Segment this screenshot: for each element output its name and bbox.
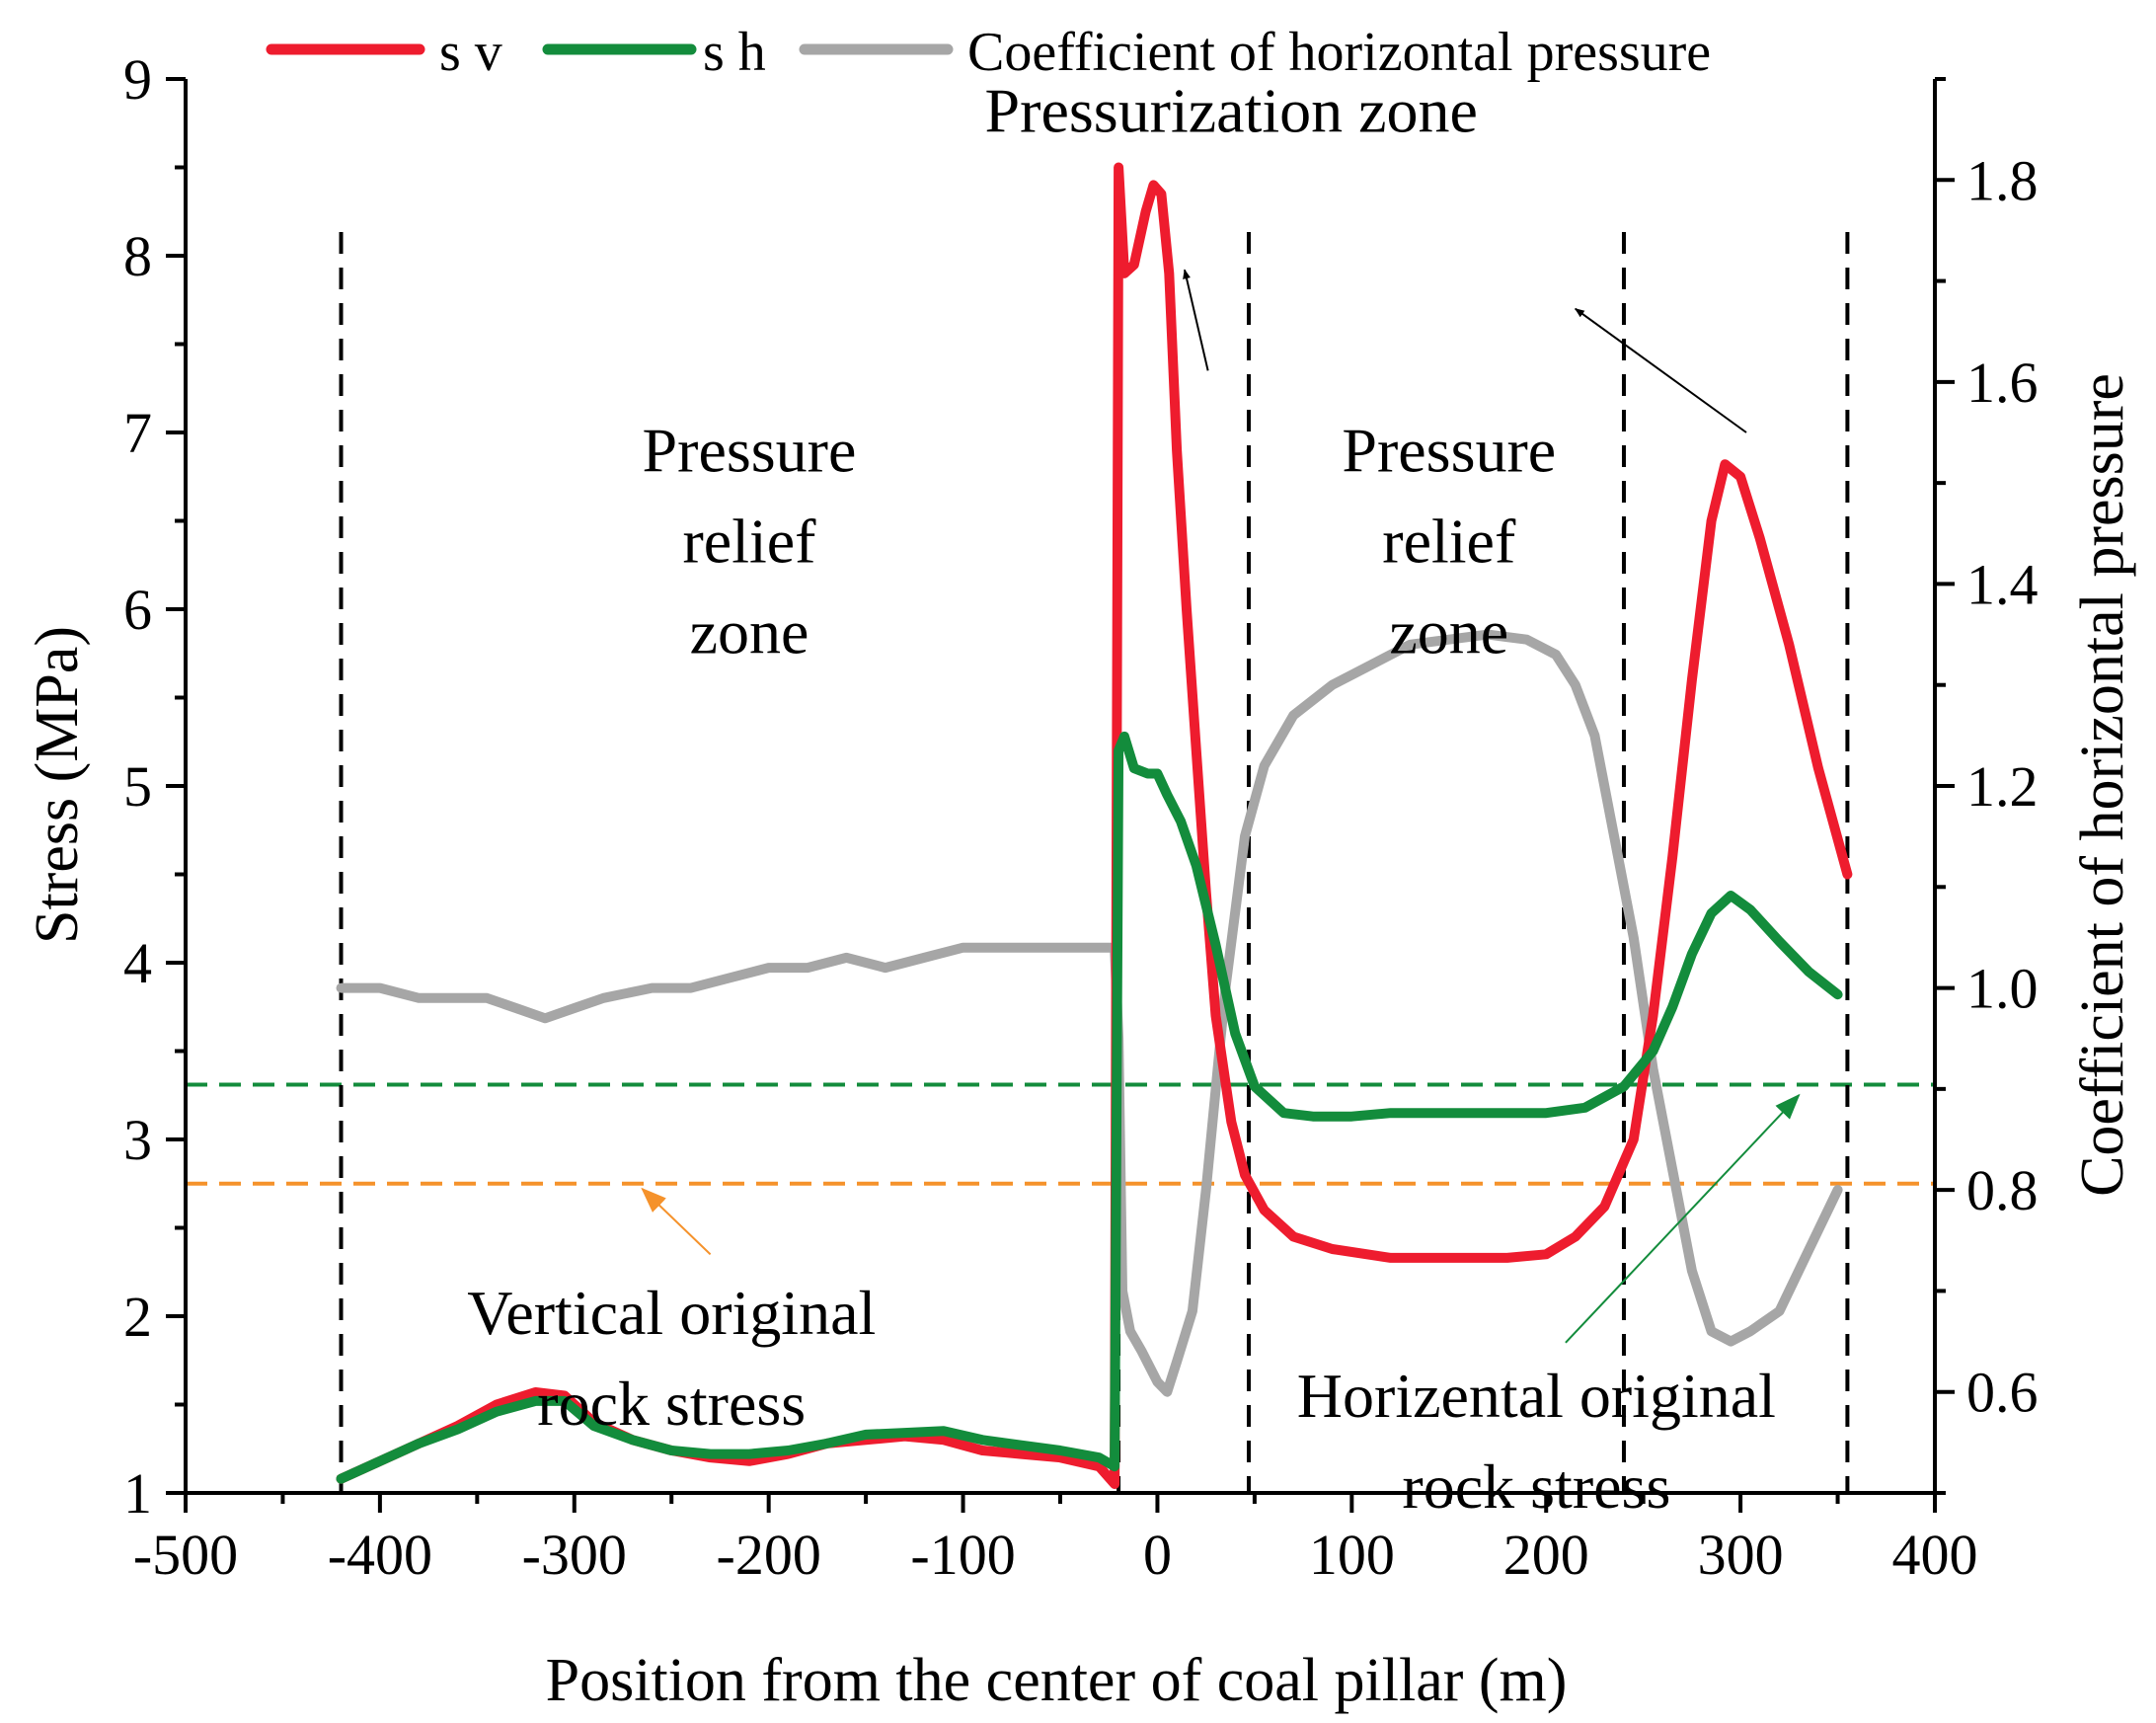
legend-label-sh: s h	[703, 22, 766, 83]
y2-tick-label: 0.8	[1966, 1158, 2039, 1222]
y-tick-label: 1	[123, 1461, 152, 1526]
y2-tick-label: 1.8	[1966, 148, 2039, 212]
y2-tick-label: 0.6	[1966, 1361, 2039, 1425]
annotation-line: Pressure	[643, 415, 857, 485]
y-tick-label: 8	[123, 224, 152, 288]
annotation-line: Pressure	[1342, 415, 1556, 485]
annotation-horizontal-original-rock-stress: Horizental original rock stress	[1297, 1361, 1776, 1522]
annotation-vertical-original-rock-stress: Vertical original rock stress	[467, 1278, 876, 1439]
x-tick-label: 0	[1143, 1523, 1172, 1587]
x-tick-label: 100	[1309, 1523, 1395, 1587]
y2-tick-label: 1.6	[1966, 351, 2039, 415]
annotation-pressure-relief-right: Pressure relief zone	[1342, 415, 1556, 666]
annotation-line: Horizental original	[1297, 1361, 1776, 1431]
y2-axis-title: Coefficient of horizontal pressure	[2069, 373, 2136, 1197]
x-tick-label: -100	[910, 1523, 1015, 1587]
x-tick-label: -200	[717, 1523, 821, 1587]
y-tick-label: 4	[123, 931, 152, 995]
annotation-arrow	[1183, 269, 1209, 371]
y-tick-label: 7	[123, 401, 152, 465]
legend: s v s h Coefficient of horizontal pressu…	[266, 22, 1711, 83]
series-lines	[336, 162, 1853, 1489]
annotation-line: zone	[1389, 596, 1508, 666]
x-tick-label: -300	[522, 1523, 627, 1587]
annotations: PressurereliefzonePressurereliefzonePres…	[467, 76, 1776, 1522]
y2-tick-label: 1.4	[1966, 552, 2039, 616]
annotation-line: rock stress	[1402, 1451, 1670, 1522]
x-tick-label: 300	[1698, 1523, 1784, 1587]
y-tick-label: 5	[123, 754, 152, 819]
annotation-pressure-relief-left: Pressure relief zone	[643, 415, 857, 666]
series-line-sh	[336, 731, 1843, 1484]
y2-tick-label: 1.0	[1966, 957, 2039, 1021]
annotation-pressurization-zone: Pressurization zone	[985, 76, 1478, 146]
annotation-line: relief	[1382, 506, 1516, 576]
y-axis-title: Stress (MPa)	[24, 626, 91, 944]
series-line-coefficient	[336, 629, 1843, 1397]
annotation-line: Vertical original	[467, 1278, 876, 1348]
x-tick-label: -500	[133, 1523, 238, 1587]
legend-label-coefficient: Coefficient of horizontal pressure	[967, 22, 1711, 83]
x-axis-title: Position from the center of coal pillar …	[546, 1647, 1568, 1714]
annotation-arrow	[1574, 307, 1747, 433]
annotation-line: zone	[690, 596, 809, 666]
legend-label-sv: s v	[439, 22, 502, 83]
x-tick-label: 400	[1892, 1523, 1978, 1587]
annotation-line: relief	[682, 506, 816, 576]
axes: -500 -400 -300 -200 -100 0 100 200 300 400 1 2 3 4 5 6 7…	[123, 47, 2039, 1587]
y-tick-label: 3	[123, 1108, 152, 1172]
y-tick-label: 9	[123, 47, 152, 112]
annotation-arrows	[641, 269, 1801, 1344]
x-tick-label: -400	[328, 1523, 432, 1587]
annotation-line: rock stress	[537, 1369, 806, 1439]
annotation-arrow	[641, 1187, 712, 1256]
y-tick-label: 6	[123, 578, 152, 642]
y2-tick-label: 1.2	[1966, 754, 2039, 819]
annotation-line: Pressurization zone	[985, 76, 1478, 146]
y-tick-label: 2	[123, 1285, 152, 1349]
annotation-arrow	[1565, 1093, 1801, 1344]
x-tick-label: 200	[1503, 1523, 1589, 1587]
